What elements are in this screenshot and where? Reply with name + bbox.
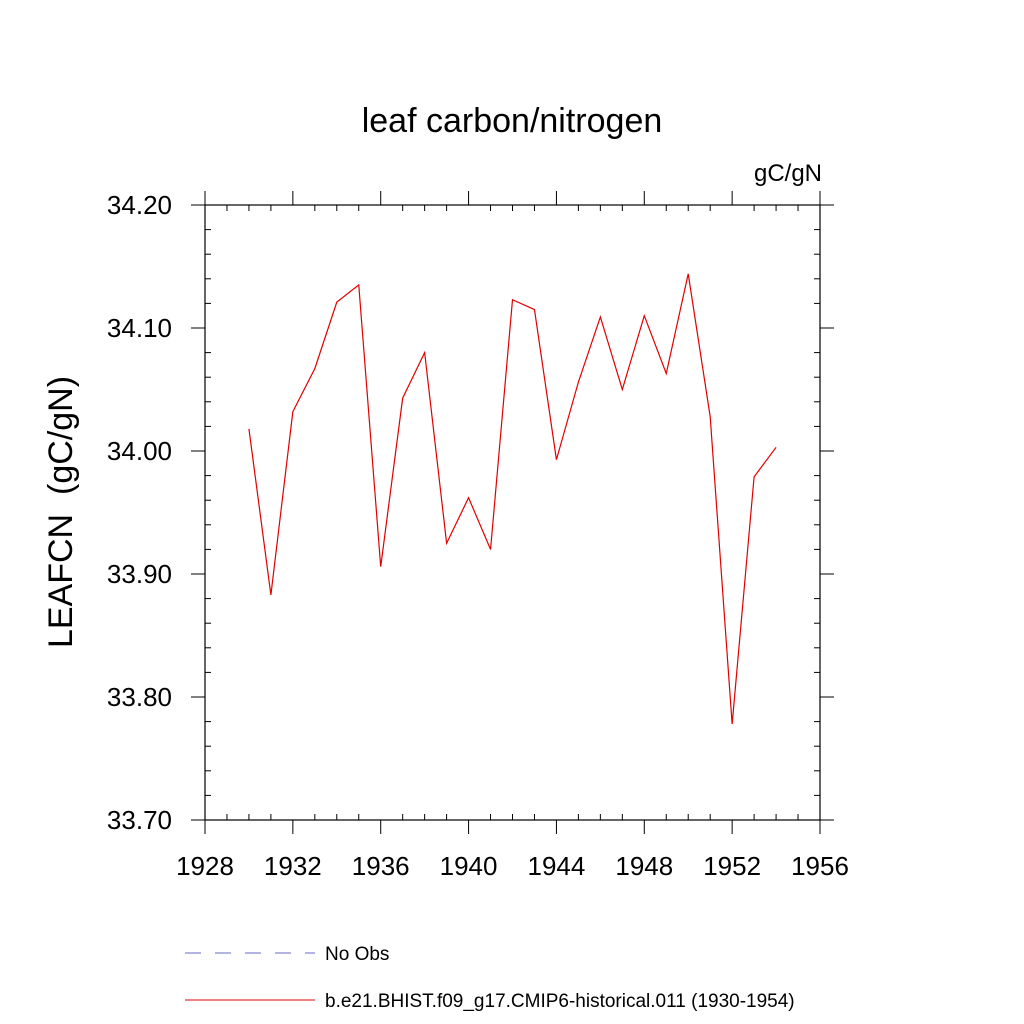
chart-title: leaf carbon/nitrogen	[362, 102, 663, 140]
series-layer	[248, 273, 777, 725]
legend-label-no-obs: No Obs	[325, 944, 389, 965]
y-tick-label: 34.00	[107, 436, 172, 466]
x-tick-label: 1928	[176, 851, 234, 881]
x-tick-label: 1944	[528, 851, 586, 881]
axis-ticks	[191, 191, 834, 834]
x-tick-label: 1952	[703, 851, 761, 881]
x-tick-label: 1956	[791, 851, 849, 881]
y-tick-label: 33.90	[107, 559, 172, 589]
series-line	[248, 273, 777, 725]
axis-tick-labels: 1928 1932 1936 1940 1944 1948 1952 1956 33.70 33.…	[107, 190, 849, 881]
y-tick-label: 34.20	[107, 190, 172, 220]
x-tick-label: 1948	[615, 851, 673, 881]
x-tick-label: 1936	[352, 851, 410, 881]
legend: No Obs b.e21.BHIST.f09_g17.CMIP6-histori…	[185, 944, 795, 1012]
y-axis-label: LEAFCN (gC/gN)	[42, 376, 80, 648]
y-tick-label: 33.70	[107, 805, 172, 835]
x-tick-label: 1932	[264, 851, 322, 881]
legend-label-model-run: b.e21.BHIST.f09_g17.CMIP6-historical.011…	[325, 991, 795, 1012]
plot-frame	[204, 204, 821, 821]
y-tick-label: 34.10	[107, 313, 172, 343]
units-label: gC/gN	[754, 160, 822, 187]
y-tick-label: 33.80	[107, 682, 172, 712]
x-tick-label: 1940	[440, 851, 498, 881]
